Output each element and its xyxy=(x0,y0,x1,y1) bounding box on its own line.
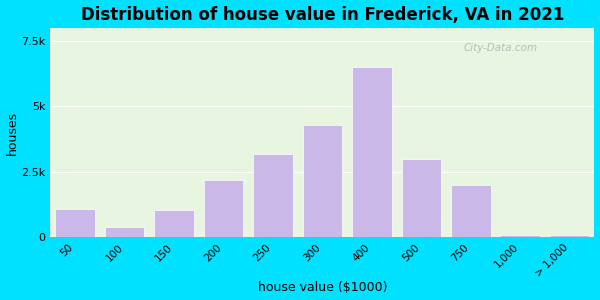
Bar xyxy=(302,125,342,237)
Bar xyxy=(55,208,95,237)
Bar xyxy=(154,210,194,237)
Bar xyxy=(500,235,540,237)
Bar xyxy=(253,154,293,237)
Y-axis label: houses: houses xyxy=(5,111,19,155)
Bar xyxy=(451,185,491,237)
Bar xyxy=(105,227,145,237)
Bar xyxy=(401,159,441,237)
Text: City-Data.com: City-Data.com xyxy=(464,43,538,52)
Bar xyxy=(352,67,392,237)
Bar xyxy=(204,180,244,237)
Title: Distribution of house value in Frederick, VA in 2021: Distribution of house value in Frederick… xyxy=(81,6,564,24)
X-axis label: house value ($1000): house value ($1000) xyxy=(257,281,387,294)
Bar xyxy=(550,235,589,237)
